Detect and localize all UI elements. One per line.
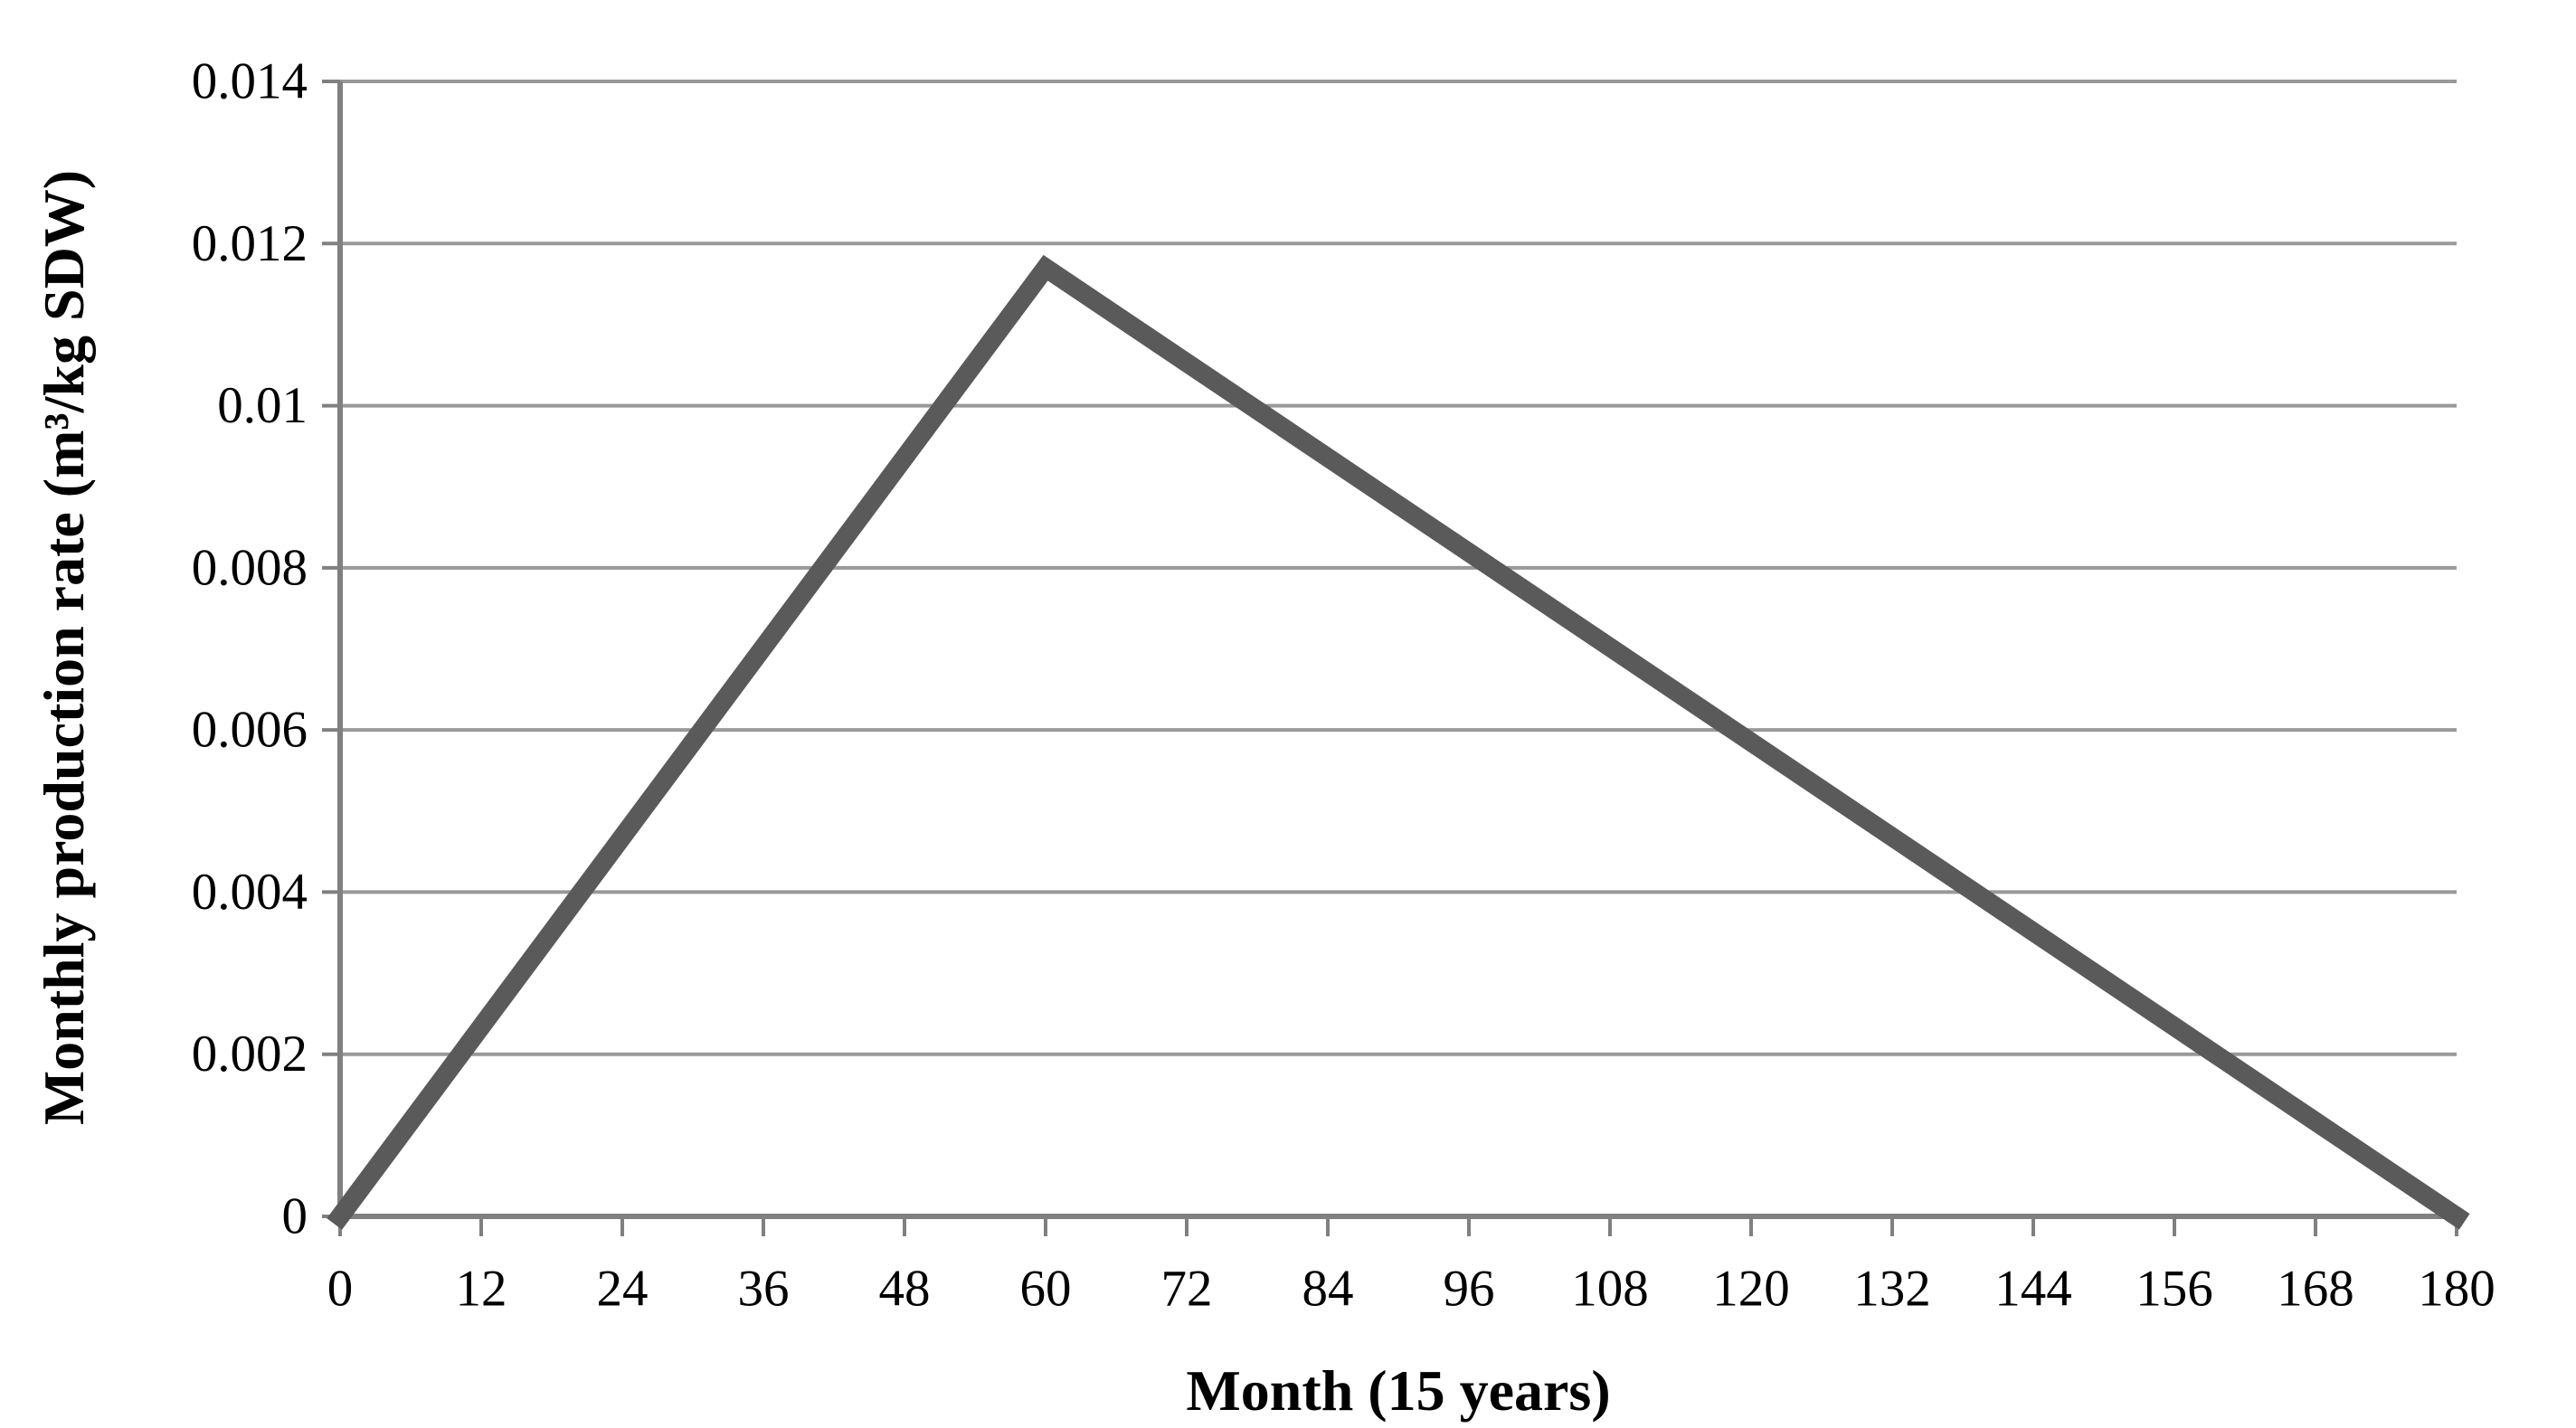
x-tick-label: 156 bbox=[2136, 1261, 2213, 1318]
x-tick-label: 60 bbox=[1020, 1261, 1072, 1318]
x-tick-label: 12 bbox=[456, 1261, 507, 1318]
x-tick-label: 36 bbox=[738, 1261, 790, 1318]
y-tick-label: 0.008 bbox=[192, 539, 308, 596]
x-tick-label: 0 bbox=[327, 1261, 354, 1318]
y-tick-label: 0.004 bbox=[192, 864, 308, 921]
y-tick-label: 0.002 bbox=[192, 1026, 308, 1083]
y-tick-label: 0 bbox=[282, 1188, 308, 1245]
x-tick-label: 144 bbox=[1994, 1261, 2072, 1318]
x-tick-label: 24 bbox=[597, 1261, 649, 1318]
axes bbox=[322, 80, 2458, 1236]
tick-labels: 0 0.002 0.004 0.006 0.008 0.01 0.012 0.014 0 12 24… bbox=[192, 53, 2496, 1318]
gridlines bbox=[340, 80, 2457, 1056]
data-series bbox=[327, 254, 2470, 1230]
y-tick-label: 0.01 bbox=[217, 377, 308, 434]
y-tick-label: 0.014 bbox=[192, 53, 308, 110]
x-axis-title: Month (15 years) bbox=[1186, 1358, 1610, 1423]
x-tick-label: 108 bbox=[1571, 1261, 1649, 1318]
x-tick-label: 72 bbox=[1161, 1261, 1213, 1318]
x-tick-label: 132 bbox=[1853, 1261, 1931, 1318]
x-tick-label: 180 bbox=[2418, 1261, 2496, 1318]
x-tick-label: 120 bbox=[1712, 1261, 1790, 1318]
x-tick-label: 84 bbox=[1302, 1261, 1354, 1318]
x-tick-label: 168 bbox=[2277, 1261, 2354, 1318]
y-tick-label: 0.006 bbox=[192, 702, 308, 759]
x-tick-label: 96 bbox=[1444, 1261, 1495, 1318]
y-tick-label: 0.012 bbox=[192, 215, 308, 272]
x-tick-label: 48 bbox=[879, 1261, 931, 1318]
series-line-monthly-production-rate bbox=[327, 254, 2470, 1230]
y-axis-title: Monthly production rate (m³/kg SDW) bbox=[32, 170, 96, 1125]
